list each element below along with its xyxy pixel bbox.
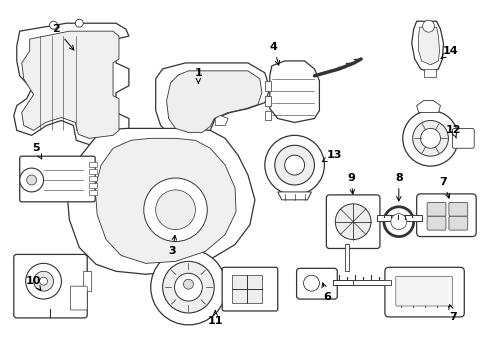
FancyBboxPatch shape bbox=[448, 202, 467, 216]
FancyBboxPatch shape bbox=[325, 195, 379, 248]
FancyBboxPatch shape bbox=[395, 276, 451, 306]
Bar bbox=[89, 169, 97, 174]
Circle shape bbox=[264, 135, 324, 195]
Bar bbox=[345, 243, 348, 271]
Bar bbox=[352, 280, 390, 285]
Text: 5: 5 bbox=[32, 143, 41, 159]
Circle shape bbox=[40, 277, 47, 285]
Circle shape bbox=[412, 121, 447, 156]
Polygon shape bbox=[14, 23, 129, 145]
Circle shape bbox=[174, 273, 202, 301]
Polygon shape bbox=[155, 63, 269, 140]
Circle shape bbox=[284, 155, 304, 175]
Bar bbox=[264, 81, 270, 91]
Circle shape bbox=[402, 111, 457, 166]
Polygon shape bbox=[418, 27, 439, 65]
Bar bbox=[423, 69, 435, 77]
Circle shape bbox=[26, 264, 61, 299]
FancyBboxPatch shape bbox=[448, 216, 467, 230]
Text: 7: 7 bbox=[448, 305, 456, 322]
FancyBboxPatch shape bbox=[384, 267, 463, 317]
Bar bbox=[89, 183, 97, 188]
Bar bbox=[264, 96, 270, 105]
Circle shape bbox=[143, 178, 207, 242]
FancyBboxPatch shape bbox=[416, 194, 475, 237]
Circle shape bbox=[390, 214, 406, 230]
FancyBboxPatch shape bbox=[222, 267, 277, 311]
Circle shape bbox=[27, 175, 37, 185]
Bar bbox=[264, 111, 270, 121]
Bar bbox=[333, 280, 387, 285]
Polygon shape bbox=[416, 100, 440, 113]
Circle shape bbox=[183, 279, 193, 289]
Polygon shape bbox=[411, 21, 443, 73]
Polygon shape bbox=[277, 192, 311, 200]
FancyBboxPatch shape bbox=[426, 216, 445, 230]
Polygon shape bbox=[95, 138, 236, 264]
Circle shape bbox=[274, 145, 314, 185]
Text: 3: 3 bbox=[168, 235, 176, 256]
FancyBboxPatch shape bbox=[296, 268, 337, 299]
Text: 10: 10 bbox=[26, 276, 41, 290]
Polygon shape bbox=[66, 129, 254, 274]
Circle shape bbox=[155, 190, 195, 230]
Text: 6: 6 bbox=[321, 283, 330, 302]
Circle shape bbox=[150, 249, 225, 325]
Polygon shape bbox=[21, 31, 119, 138]
Circle shape bbox=[34, 271, 53, 291]
Text: 7: 7 bbox=[439, 177, 449, 198]
Bar bbox=[89, 162, 97, 167]
FancyBboxPatch shape bbox=[426, 202, 445, 216]
FancyBboxPatch shape bbox=[70, 286, 87, 310]
Text: 1: 1 bbox=[194, 68, 202, 84]
Polygon shape bbox=[166, 71, 262, 132]
Text: 13: 13 bbox=[322, 150, 341, 162]
Circle shape bbox=[20, 168, 43, 192]
Bar bbox=[89, 176, 97, 181]
Circle shape bbox=[75, 19, 83, 27]
Bar bbox=[89, 190, 97, 195]
Polygon shape bbox=[215, 116, 228, 125]
Polygon shape bbox=[269, 61, 319, 122]
Text: 2: 2 bbox=[53, 24, 74, 50]
Circle shape bbox=[303, 275, 319, 291]
Text: 9: 9 bbox=[346, 173, 354, 194]
FancyBboxPatch shape bbox=[20, 156, 95, 202]
Circle shape bbox=[383, 207, 413, 237]
Text: 14: 14 bbox=[440, 46, 457, 59]
Circle shape bbox=[163, 261, 214, 313]
Bar bbox=[232, 275, 262, 303]
Bar bbox=[83, 271, 91, 291]
FancyBboxPatch shape bbox=[14, 255, 87, 318]
Text: 4: 4 bbox=[269, 42, 279, 65]
Text: 12: 12 bbox=[445, 125, 460, 138]
Text: 8: 8 bbox=[394, 173, 402, 201]
Circle shape bbox=[49, 21, 57, 29]
FancyBboxPatch shape bbox=[451, 129, 473, 148]
Text: 11: 11 bbox=[207, 310, 223, 326]
Circle shape bbox=[335, 204, 370, 239]
Circle shape bbox=[422, 20, 434, 32]
Circle shape bbox=[420, 129, 440, 148]
Bar bbox=[376, 215, 421, 221]
